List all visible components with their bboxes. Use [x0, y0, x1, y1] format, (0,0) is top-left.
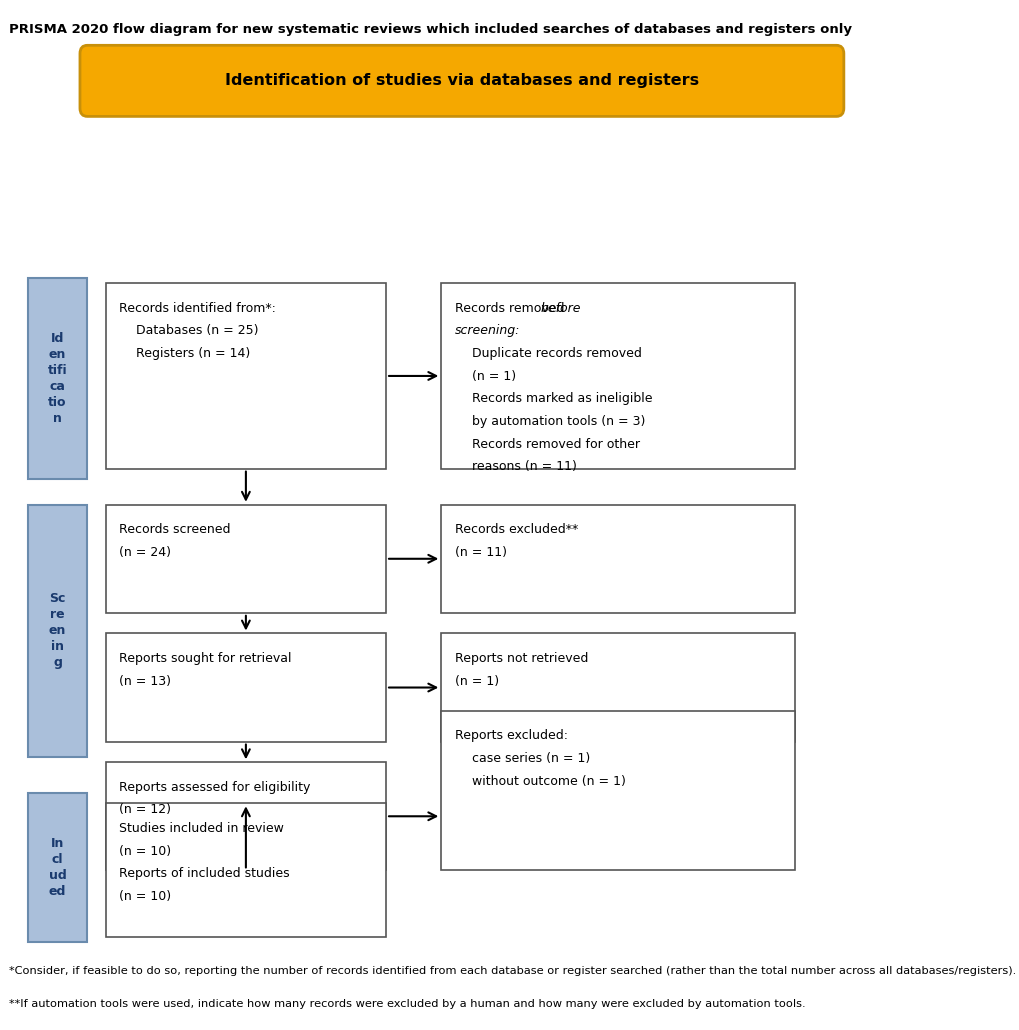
- Text: **If automation tools were used, indicate how many records were excluded by a hu: **If automation tools were used, indicat…: [9, 999, 805, 1009]
- Text: Reports sought for retrieval: Reports sought for retrieval: [119, 652, 291, 665]
- FancyBboxPatch shape: [28, 505, 88, 757]
- Text: Reports of included studies: Reports of included studies: [119, 867, 289, 881]
- Text: *Consider, if feasible to do so, reporting the number of records identified from: *Consider, if feasible to do so, reporti…: [9, 966, 1016, 976]
- Text: (n = 10): (n = 10): [119, 890, 171, 903]
- Text: (n = 10): (n = 10): [119, 845, 171, 858]
- Text: Databases (n = 25): Databases (n = 25): [136, 324, 258, 338]
- Text: Reports not retrieved: Reports not retrieved: [454, 652, 588, 665]
- Text: Sc
re
en
in
g: Sc re en in g: [49, 592, 66, 670]
- Text: before: before: [540, 302, 580, 315]
- Text: by automation tools (n = 3): by automation tools (n = 3): [471, 415, 644, 428]
- Text: case series (n = 1): case series (n = 1): [471, 752, 589, 765]
- Text: screening:: screening:: [454, 324, 520, 338]
- Text: Records marked as ineligible: Records marked as ineligible: [471, 392, 651, 406]
- FancyBboxPatch shape: [79, 45, 843, 116]
- FancyBboxPatch shape: [106, 803, 386, 937]
- Text: reasons (n = 11): reasons (n = 11): [471, 460, 576, 474]
- Text: Duplicate records removed: Duplicate records removed: [471, 347, 641, 360]
- FancyBboxPatch shape: [441, 505, 795, 613]
- Text: without outcome (n = 1): without outcome (n = 1): [471, 775, 625, 788]
- Text: Studies included in review: Studies included in review: [119, 822, 284, 835]
- Text: Records screened: Records screened: [119, 523, 230, 537]
- Text: In
cl
ud
ed: In cl ud ed: [49, 837, 66, 898]
- Text: (n = 12): (n = 12): [119, 803, 171, 817]
- Text: Id
en
tifi
ca
tio
n: Id en tifi ca tio n: [48, 332, 67, 425]
- Text: (n = 24): (n = 24): [119, 546, 171, 559]
- Text: Reports assessed for eligibility: Reports assessed for eligibility: [119, 781, 311, 794]
- FancyBboxPatch shape: [441, 283, 795, 469]
- FancyBboxPatch shape: [28, 793, 88, 942]
- FancyBboxPatch shape: [106, 505, 386, 613]
- FancyBboxPatch shape: [106, 283, 386, 469]
- Text: Records identified from*:: Records identified from*:: [119, 302, 276, 315]
- FancyBboxPatch shape: [441, 633, 795, 742]
- Text: (n = 13): (n = 13): [119, 675, 171, 688]
- Text: Reports excluded:: Reports excluded:: [454, 729, 568, 743]
- Text: Records excluded**: Records excluded**: [454, 523, 578, 537]
- Text: Identification of studies via databases and registers: Identification of studies via databases …: [225, 73, 699, 89]
- Text: (n = 1): (n = 1): [454, 675, 498, 688]
- FancyBboxPatch shape: [106, 762, 386, 870]
- Text: (n = 11): (n = 11): [454, 546, 506, 559]
- Text: PRISMA 2020 flow diagram for new systematic reviews which included searches of d: PRISMA 2020 flow diagram for new systema…: [9, 23, 851, 36]
- FancyBboxPatch shape: [28, 278, 88, 479]
- Text: Registers (n = 14): Registers (n = 14): [136, 347, 250, 360]
- FancyBboxPatch shape: [106, 633, 386, 742]
- Text: Records removed for other: Records removed for other: [471, 438, 639, 451]
- FancyBboxPatch shape: [441, 711, 795, 870]
- Text: (n = 1): (n = 1): [471, 370, 516, 383]
- Text: Records removed: Records removed: [454, 302, 568, 315]
